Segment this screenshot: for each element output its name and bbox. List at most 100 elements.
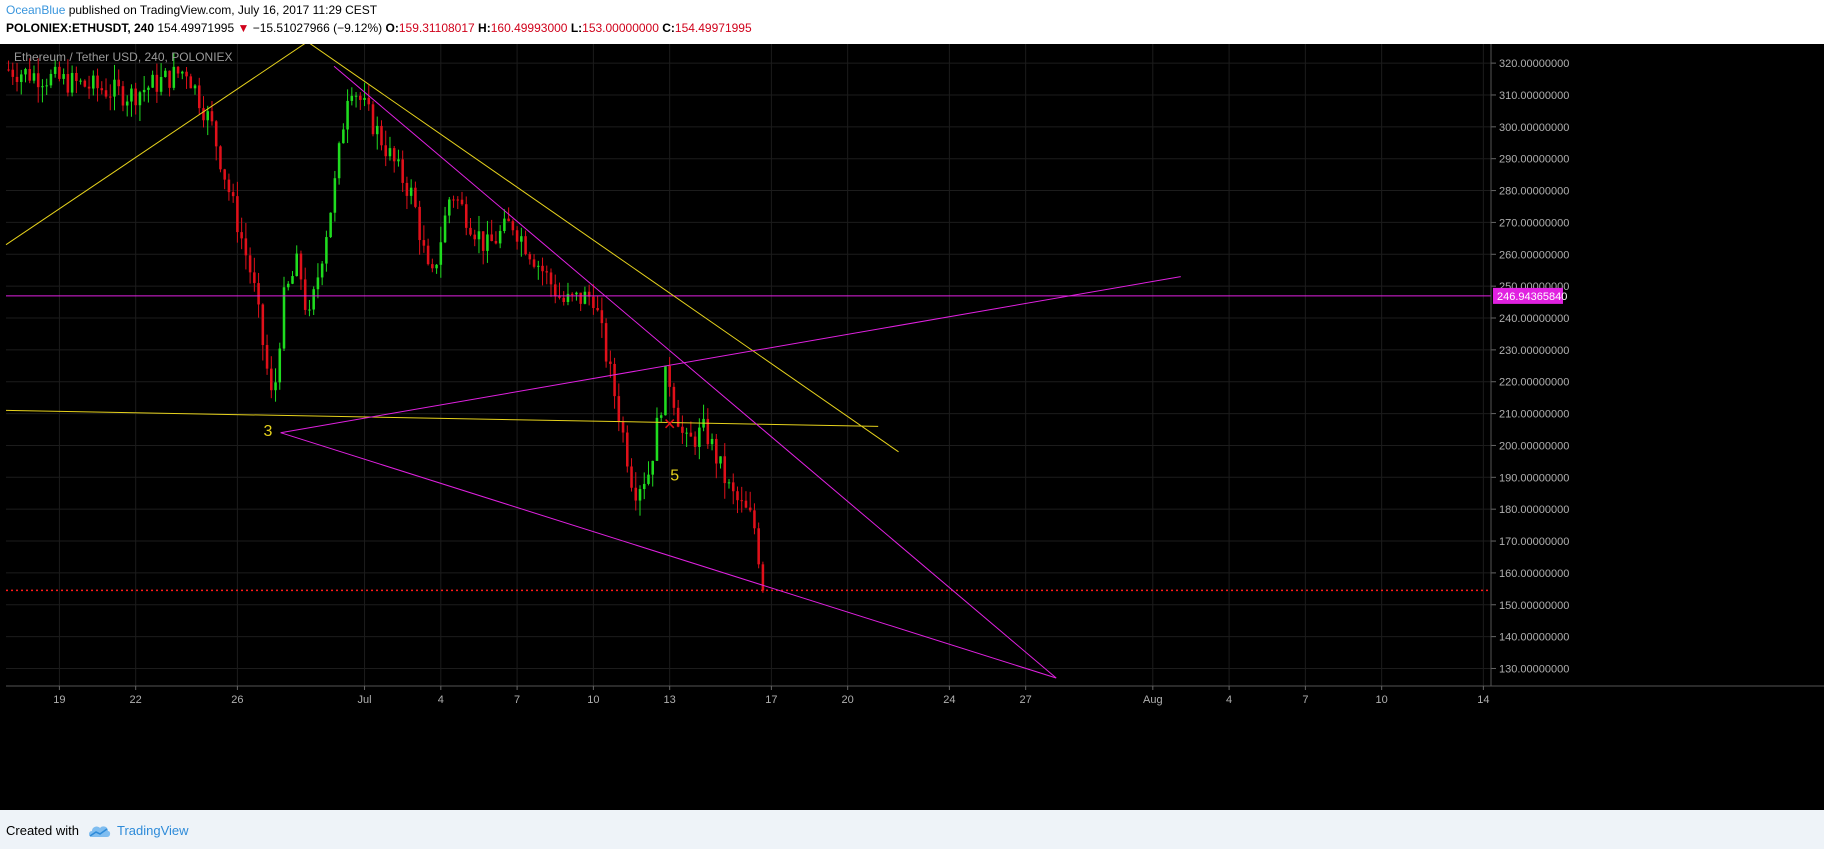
candle-body xyxy=(316,277,320,290)
candle-body xyxy=(274,382,277,391)
price-axis[interactable]: 130.00000000 140.00000000 150.00000000 160.… xyxy=(1490,44,1569,686)
candle-body xyxy=(630,466,633,488)
candle-body xyxy=(388,148,392,157)
candle-body xyxy=(753,510,756,529)
candle-body xyxy=(96,75,99,89)
candle-body xyxy=(202,108,205,121)
created-with: Created with TradingView xyxy=(6,823,189,838)
candle-body xyxy=(155,74,159,92)
candle-body xyxy=(138,92,142,106)
candle-body xyxy=(320,263,324,278)
plot-background xyxy=(6,44,1491,686)
candle-body xyxy=(511,221,515,231)
candle-body xyxy=(617,396,621,422)
y-tick-label: 130.00000000 xyxy=(1499,663,1569,675)
candle-body xyxy=(257,283,260,305)
candle-body xyxy=(49,73,53,86)
y-tick-label: 270.00000000 xyxy=(1499,217,1569,229)
y-tick-label: 220.00000000 xyxy=(1499,377,1569,389)
candle-body xyxy=(15,76,19,83)
candle-body xyxy=(206,111,210,121)
candle-body xyxy=(414,187,417,207)
price-change: −15.51027966 (−9.12%) xyxy=(252,21,383,35)
close-label: C: xyxy=(662,21,675,35)
x-tick-label: 4 xyxy=(438,694,444,706)
candle-body xyxy=(197,85,201,109)
candle-body xyxy=(278,348,282,383)
candle-body xyxy=(286,283,290,288)
candle-body xyxy=(486,234,489,251)
candle-body xyxy=(464,204,468,228)
y-tick-label: 240.00000000 xyxy=(1499,313,1569,325)
candle-body xyxy=(295,253,298,277)
candle-body xyxy=(312,289,315,310)
candle-body xyxy=(7,69,10,71)
candle-body xyxy=(422,240,426,246)
candle-body xyxy=(537,265,540,267)
x-tick-label: 10 xyxy=(1376,694,1388,706)
candle-body xyxy=(168,70,171,88)
high-value: 160.49993000 xyxy=(490,21,568,35)
candle-body xyxy=(604,323,608,362)
y-tick-label: 160.00000000 xyxy=(1499,568,1569,580)
candle-body xyxy=(19,74,23,83)
candle-body xyxy=(668,365,671,387)
candle-body xyxy=(375,125,379,135)
candle-body xyxy=(185,71,188,77)
candle-body xyxy=(638,489,642,501)
candle-body xyxy=(181,71,184,74)
candle-body xyxy=(469,227,472,235)
x-tick-label: 17 xyxy=(765,694,777,706)
author-link[interactable]: OceanBlue xyxy=(6,3,66,17)
candle-body xyxy=(261,304,265,346)
candle-body xyxy=(401,159,404,183)
candle-body xyxy=(473,234,476,240)
candle-body xyxy=(664,365,667,416)
candle-body xyxy=(676,407,680,427)
candle-body xyxy=(92,75,95,89)
candle-body xyxy=(715,438,718,464)
candle-body xyxy=(189,76,193,89)
trend-line xyxy=(5,37,314,246)
y-tick-label: 150.00000000 xyxy=(1499,600,1569,612)
candle-body xyxy=(587,291,591,297)
candle-body xyxy=(698,427,701,447)
candle-body xyxy=(291,276,294,284)
chart-area[interactable]: 3 5 ✕ 130.00000000 140.00000000 150.00000000… xyxy=(0,37,1824,810)
time-axis[interactable]: 19 22 26 Jul 4 7 10 13 17 20 24 27 Aug 4 7 10 14 xyxy=(6,685,1824,710)
trend-line xyxy=(5,409,879,427)
candle-body xyxy=(575,292,578,295)
x-tick-label: 7 xyxy=(1302,694,1308,706)
y-tick-label: 230.00000000 xyxy=(1499,345,1569,357)
candle-body xyxy=(113,79,116,97)
candle-body xyxy=(541,265,544,272)
publish-line: OceanBlue published on TradingView.com, … xyxy=(6,3,377,17)
candle-body xyxy=(651,460,654,475)
candle-body xyxy=(265,345,269,369)
trend-line xyxy=(333,65,1057,679)
candle-body xyxy=(104,90,108,97)
candle-body xyxy=(719,456,722,464)
candle-body xyxy=(117,79,121,87)
candle-body xyxy=(244,238,248,256)
candle-body xyxy=(32,73,36,81)
candle-body xyxy=(706,418,710,445)
candle-body xyxy=(490,234,493,242)
candle-body xyxy=(219,146,222,170)
tradingview-link[interactable]: TradingView xyxy=(116,823,189,838)
y-tick-label: 300.00000000 xyxy=(1499,122,1569,134)
candle-body xyxy=(172,66,176,88)
price-chart[interactable]: 3 5 ✕ 130.00000000 140.00000000 150.00000000… xyxy=(0,37,1824,810)
candle-body xyxy=(731,482,735,492)
price-label: 246.94365840 xyxy=(1497,291,1567,303)
last-price: 154.49971995 xyxy=(157,21,235,35)
candle-body xyxy=(600,310,604,324)
low-value: 153.00000000 xyxy=(582,21,659,35)
candle-body xyxy=(494,241,498,244)
candle-body xyxy=(672,386,676,408)
symbol-label: POLONIEX:ETHUSDT, 240 xyxy=(6,21,155,35)
candle-body xyxy=(125,101,129,106)
candle-body xyxy=(647,474,650,484)
y-tick-label: 180.00000000 xyxy=(1499,504,1569,516)
candle-body xyxy=(367,97,371,105)
